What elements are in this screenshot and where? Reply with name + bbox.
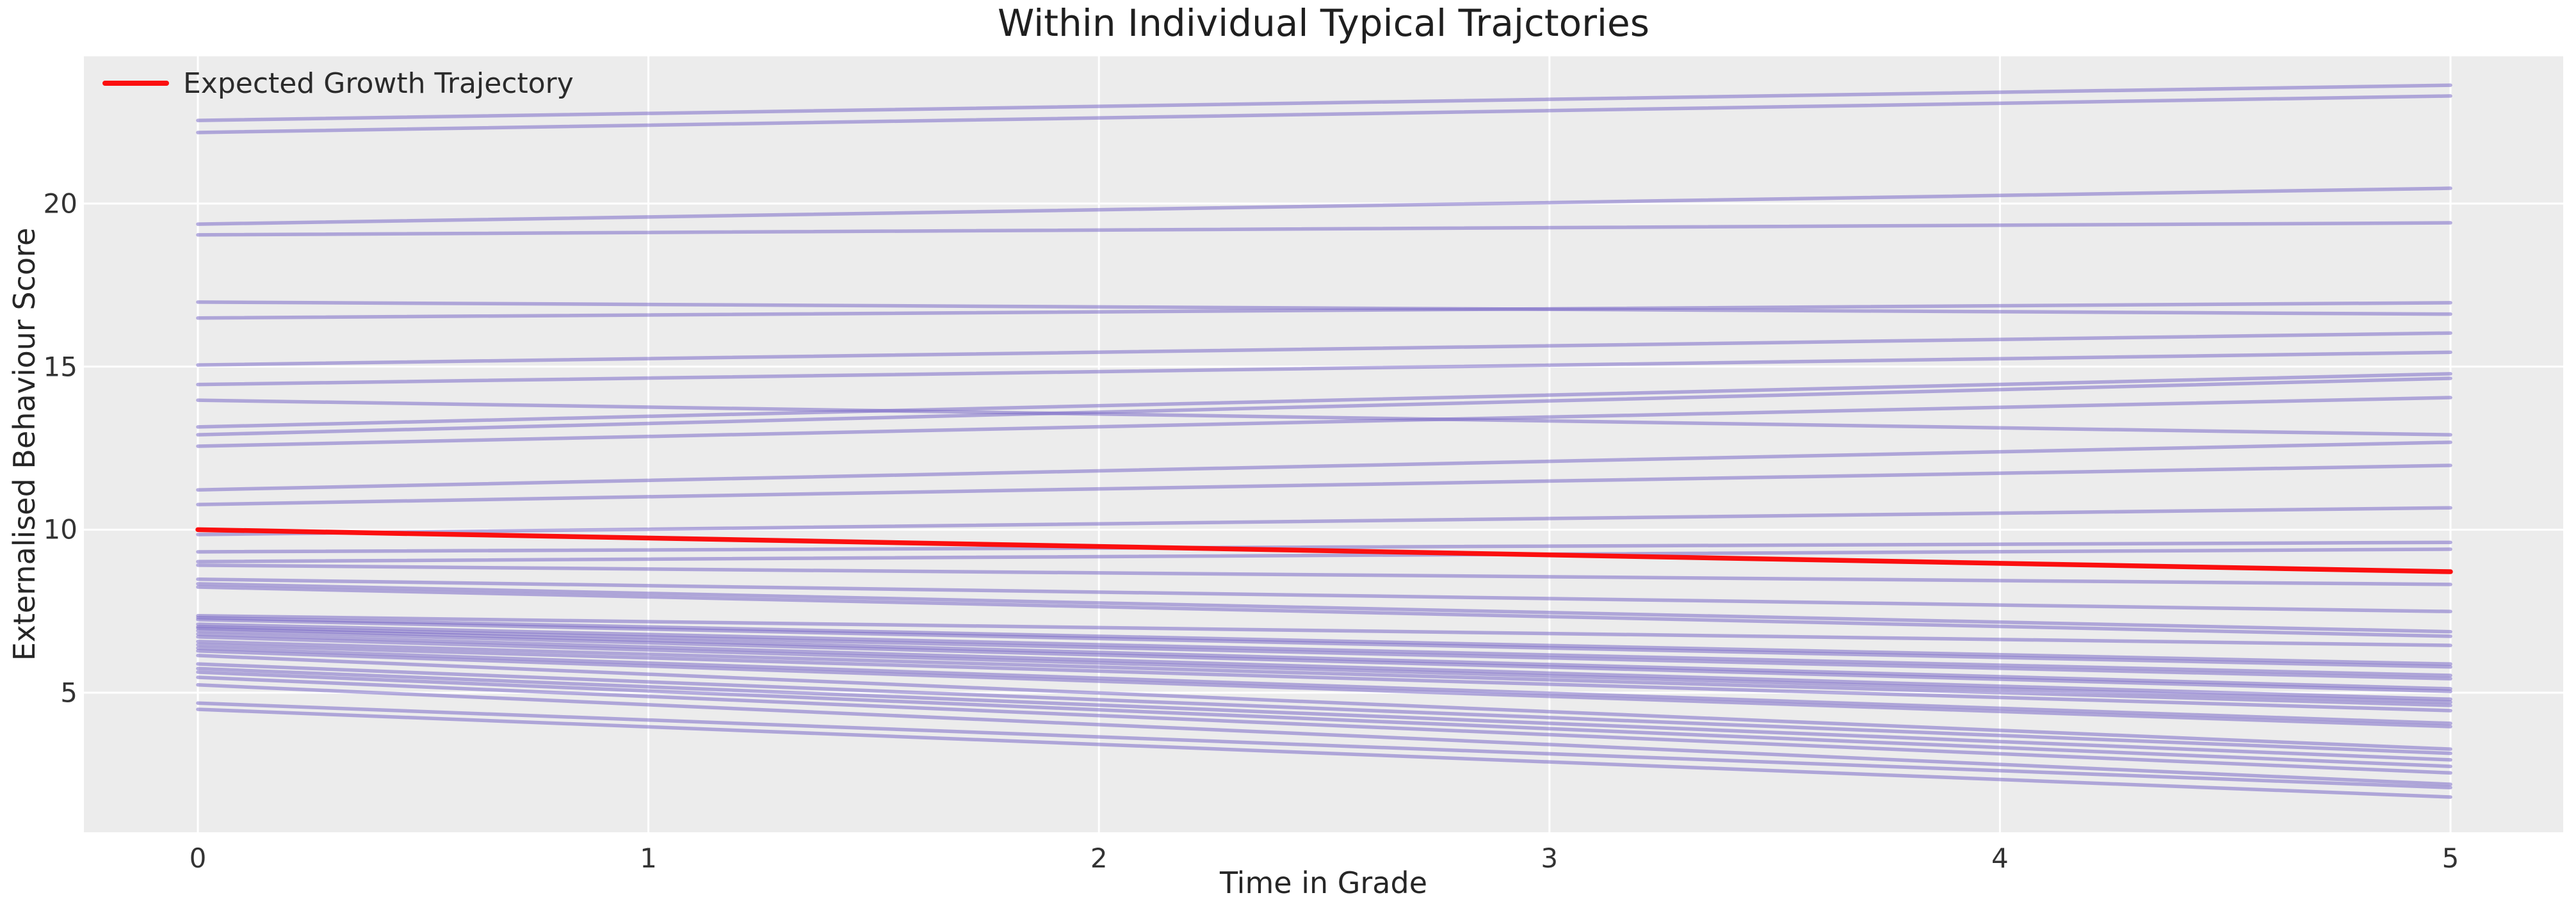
legend: Expected Growth Trajectory — [102, 67, 574, 100]
trajectory-line — [196, 540, 2452, 554]
x-axis-label: Time in Grade — [1220, 866, 1427, 900]
y-tick-label: 5 — [60, 677, 77, 709]
trajectory-line — [196, 350, 2452, 387]
trajectory-line — [196, 83, 2452, 122]
x-tick-label: 2 — [1090, 842, 1108, 874]
trajectory-line — [196, 635, 2452, 704]
x-tick-label: 1 — [640, 842, 657, 874]
trajectory-line — [196, 701, 2452, 789]
trajectory-line — [196, 301, 2452, 320]
trajectory-line — [196, 396, 2452, 448]
x-tick-label: 3 — [1541, 842, 1559, 874]
x-tick-label: 5 — [2442, 842, 2459, 874]
trajectory-line — [196, 643, 2452, 713]
trajectory-line — [196, 440, 2452, 492]
trajectory-line — [196, 464, 2452, 506]
y-tick-label: 20 — [43, 188, 77, 220]
trajectory-line — [196, 625, 2452, 681]
x-tick-label: 0 — [189, 842, 207, 874]
trajectory-line — [196, 563, 2452, 586]
trajectory-line — [196, 666, 2452, 762]
trajectory-line — [196, 640, 2452, 707]
trajectory-line — [196, 221, 2452, 237]
expected-growth-trajectory-line — [195, 527, 2453, 574]
trajectory-line — [196, 398, 2452, 437]
y-axis-label: Externalised Behaviour Score — [7, 227, 42, 661]
trajectory-line — [196, 186, 2452, 226]
y-tick-label: 15 — [43, 351, 77, 383]
trajectory-line — [196, 94, 2452, 134]
legend-line-icon — [102, 81, 169, 86]
trajectory-line — [196, 670, 2452, 768]
trajectory-line — [196, 300, 2452, 316]
trajectory-line — [196, 376, 2452, 437]
trajectory-line — [196, 707, 2452, 799]
trajectory-line — [196, 626, 2452, 691]
trajectory-line — [196, 577, 2452, 613]
trajectory-line — [196, 662, 2452, 755]
y-tick-label: 10 — [43, 513, 77, 545]
expected-growth-line — [195, 527, 2453, 574]
x-tick-label: 4 — [1991, 842, 2009, 874]
trajectory-line — [196, 654, 2452, 751]
trajectory-line — [196, 622, 2452, 677]
trajectory-line — [196, 649, 2452, 729]
individual-trajectory-lines — [196, 83, 2452, 799]
trajectory-line — [196, 585, 2452, 638]
trajectory-line — [196, 331, 2452, 367]
trajectory-line — [196, 582, 2452, 634]
trajectory-line — [196, 683, 2452, 786]
trajectory-line — [196, 547, 2452, 563]
trajectory-line — [196, 632, 2452, 701]
trajectory-line — [196, 646, 2452, 725]
trajectory-line — [196, 618, 2452, 669]
chart-title: Within Individual Typical Trajctories — [998, 1, 1649, 45]
trajectory-line — [196, 629, 2452, 693]
trajectory-line — [196, 675, 2452, 775]
trajectory-line — [196, 614, 2452, 647]
trajectory-line — [196, 372, 2452, 429]
trajectory-line — [196, 506, 2452, 536]
legend-label: Expected Growth Trajectory — [183, 67, 574, 100]
trajectory-line — [196, 616, 2452, 666]
